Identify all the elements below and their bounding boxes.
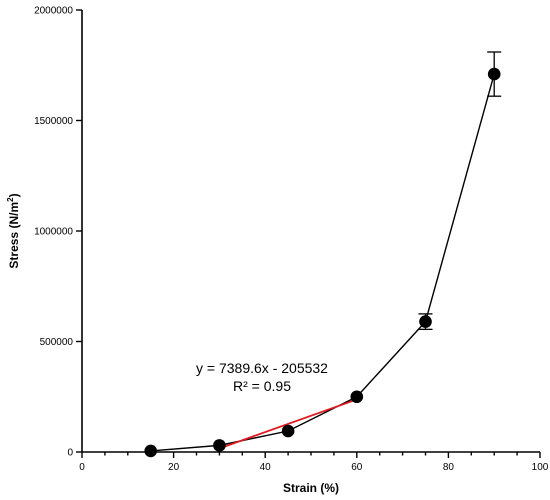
y-tick-label: 500000	[40, 337, 74, 348]
trendline-r-squared: R² = 0.95	[233, 378, 291, 394]
y-axis-title-superscript: 2	[6, 197, 15, 202]
series-polyline	[150, 73, 495, 452]
x-tick-label: 40	[260, 462, 272, 473]
x-tick-label: 0	[79, 462, 85, 473]
data-point	[281, 424, 295, 438]
y-tick-label: 2000000	[34, 6, 73, 17]
data-point	[213, 439, 226, 452]
y-tick-label: 1500000	[34, 116, 73, 127]
x-tick-label: 80	[443, 462, 455, 473]
x-tick-label: 60	[351, 462, 363, 473]
data-point	[144, 444, 157, 458]
data-points	[144, 67, 501, 458]
x-ticks: 0 20 40 60 80 100	[79, 452, 549, 473]
data-point	[419, 315, 432, 328]
y-axis-title-main: Stress (N/m	[7, 202, 21, 269]
series-line	[150, 73, 495, 452]
data-point	[350, 390, 364, 404]
y-tick-label: 0	[67, 448, 73, 459]
y-axis-title: Stress (N/m2)	[6, 193, 21, 268]
trendline	[219, 398, 358, 450]
x-tick-label: 20	[168, 462, 180, 473]
x-axis-title: Strain (%)	[283, 481, 339, 495]
x-tick-label: 100	[532, 462, 549, 473]
trendline-layer	[219, 398, 358, 450]
trendline-equation: y = 7389.6x - 205532	[196, 360, 328, 376]
axes	[81, 10, 540, 453]
y-tick-label: 1000000	[34, 227, 73, 238]
data-point	[487, 67, 501, 81]
y-axis-title-close: )	[7, 193, 21, 197]
y-ticks: 0 500000 1000000 1500000 2000000	[34, 6, 82, 459]
